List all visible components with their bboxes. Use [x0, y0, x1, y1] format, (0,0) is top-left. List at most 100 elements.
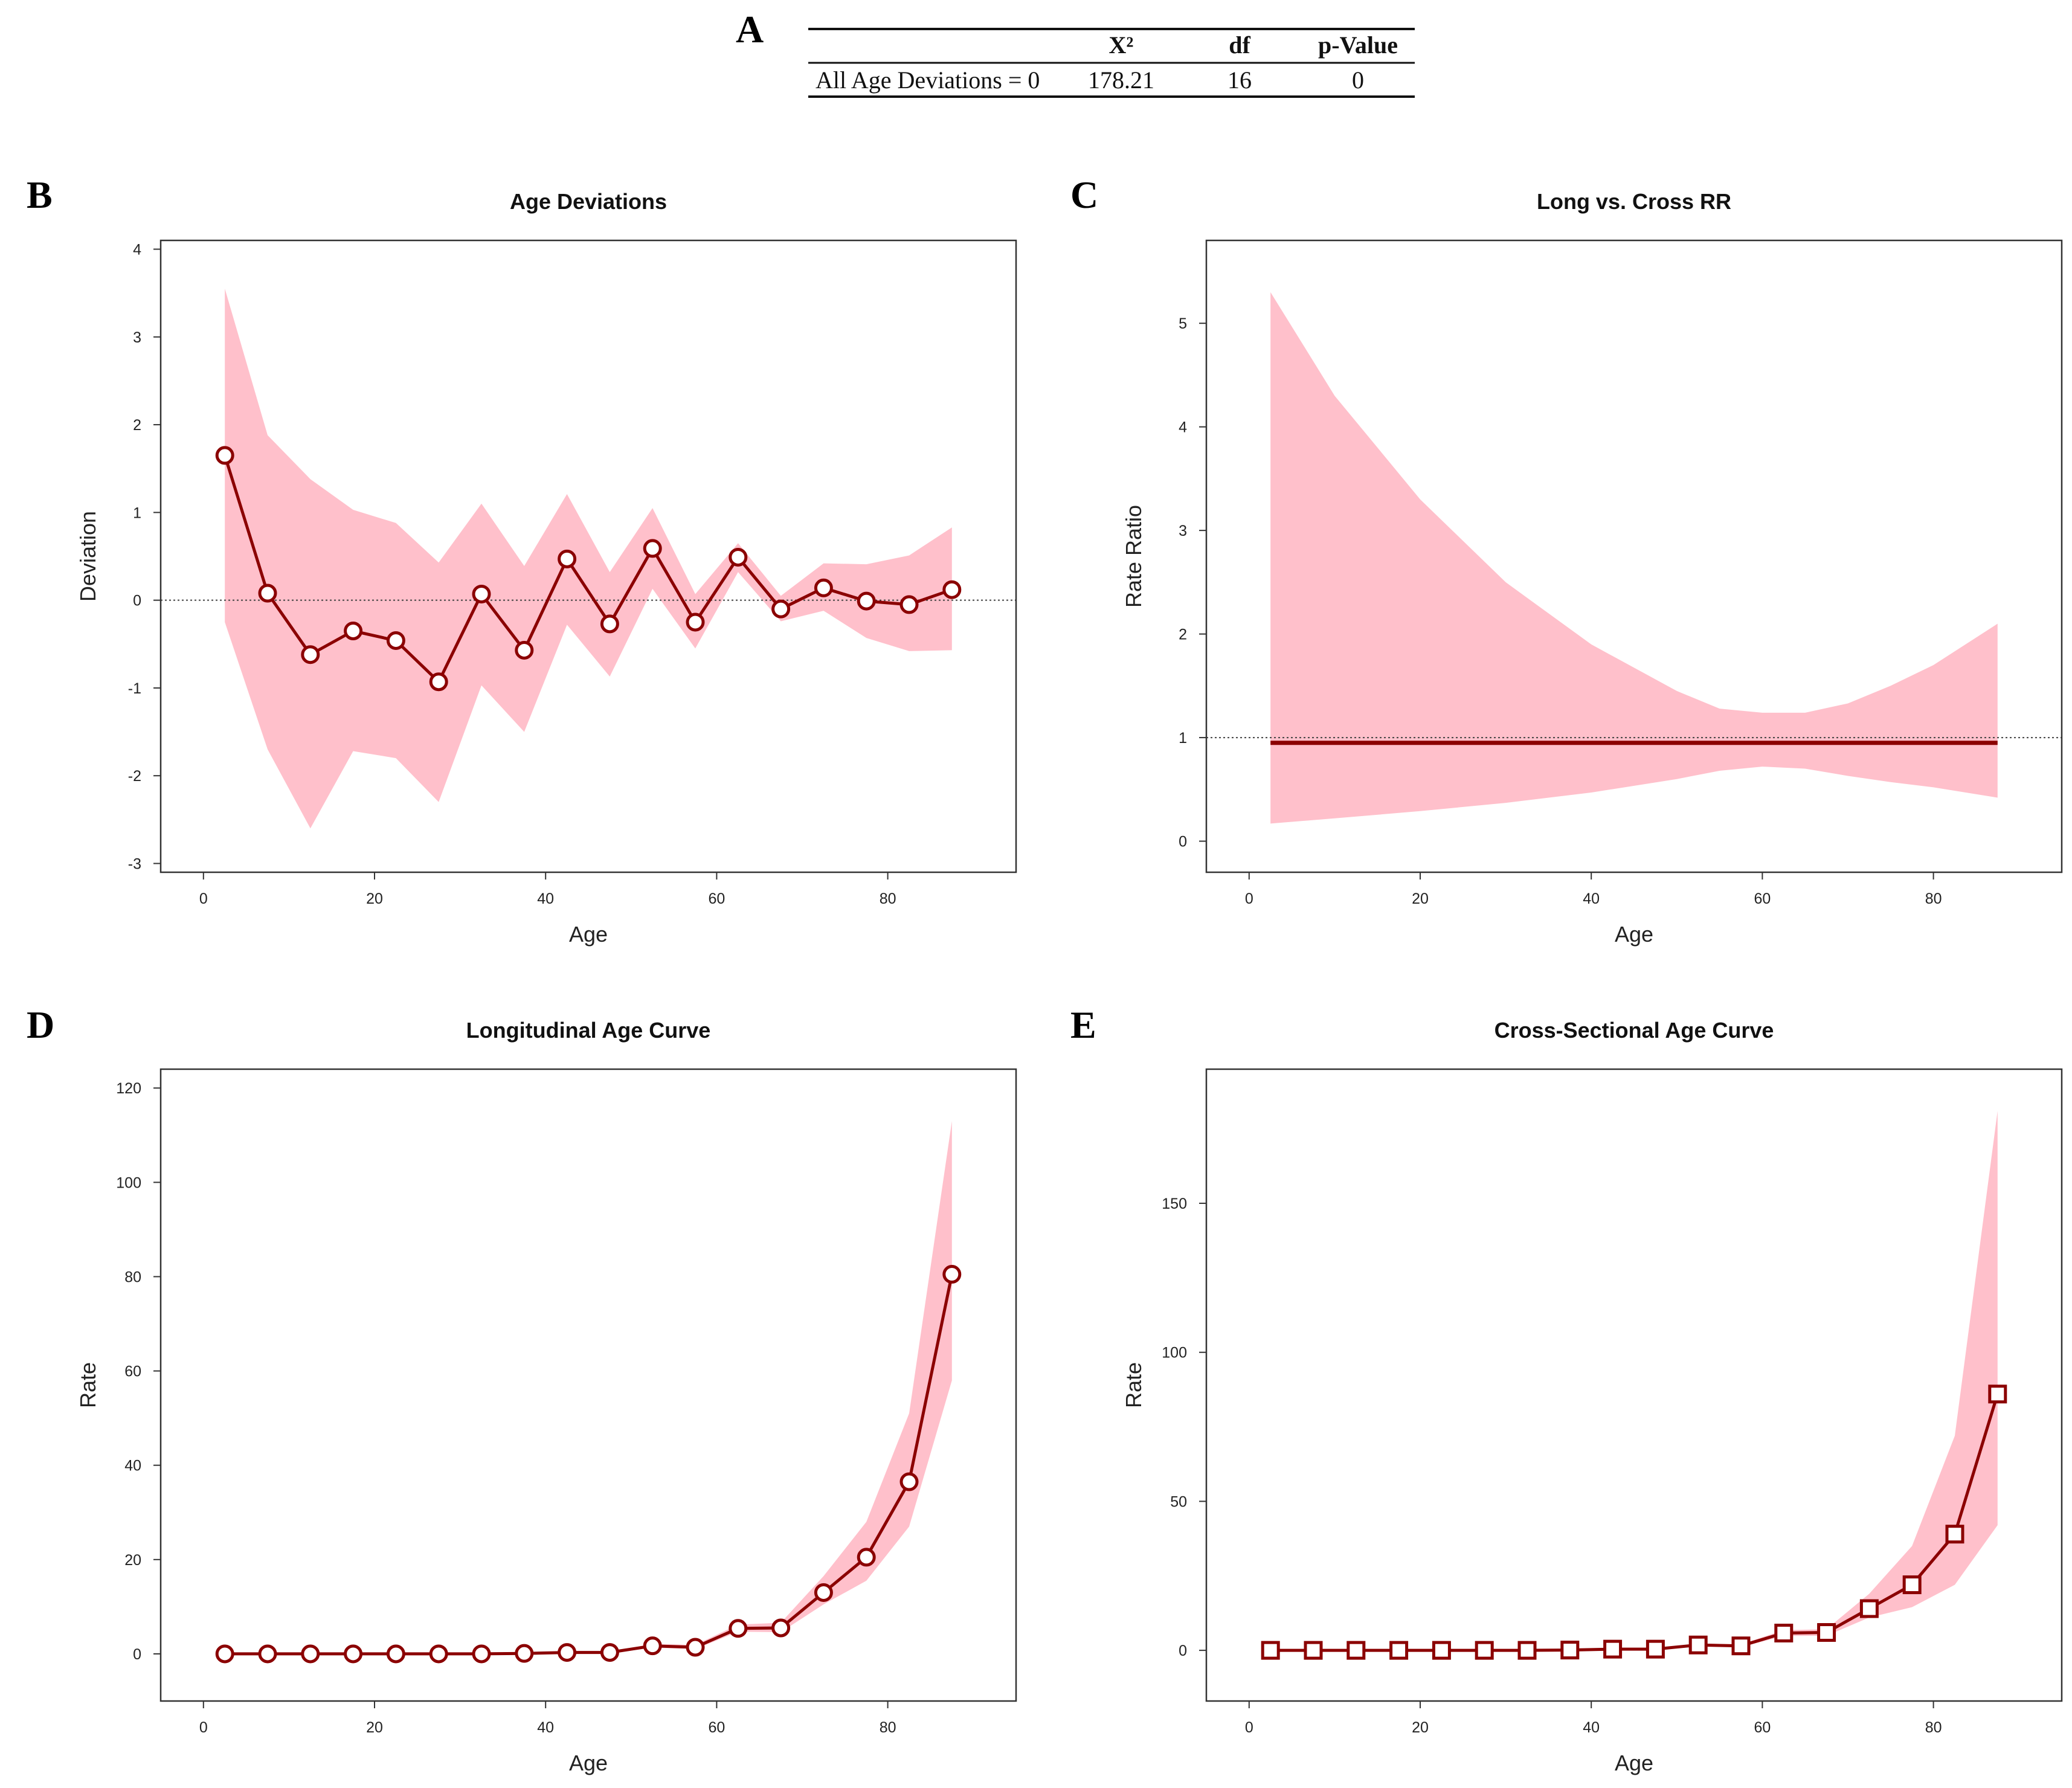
data-point [643, 539, 662, 558]
y-tick-label: 100 [1162, 1345, 1187, 1362]
data-point [1517, 1641, 1537, 1660]
x-axis-label: Age [1615, 922, 1653, 947]
data-point [429, 1644, 448, 1664]
y-tick-label: 5 [1179, 315, 1187, 332]
data-point [1304, 1641, 1323, 1660]
x-tick-label: 60 [1754, 890, 1771, 907]
y-tick-label: 120 [116, 1080, 141, 1097]
table-header-chi-sq: X² [1109, 31, 1134, 59]
x-tick-label: 60 [1754, 1719, 1771, 1736]
y-tick-label: 50 [1170, 1493, 1187, 1510]
x-tick-label: 40 [1583, 890, 1600, 907]
confidence-band [225, 288, 952, 829]
data-point [472, 1644, 491, 1664]
y-tick-label: 0 [133, 1646, 141, 1663]
y-axis-label: Rate [76, 1362, 100, 1408]
y-tick-label: 0 [1179, 1642, 1187, 1659]
x-tick-label: 20 [1412, 1719, 1429, 1736]
data-point [1988, 1384, 2007, 1404]
data-point [942, 1265, 962, 1284]
panel-letter-a: A [736, 8, 764, 51]
data-point [1346, 1641, 1366, 1660]
plot-frame [1205, 239, 2063, 873]
chart-cross-sectional-age-curve: Cross-Sectional Age Curve 0 20 40 60 80 0 50 100… [1121, 1018, 2063, 1775]
data-point [1774, 1624, 1794, 1643]
chart-longitudinal-age-curve: Longitudinal Age Curve 0 20 40 60 80 0 20 40 60 80… [76, 1018, 1017, 1775]
y-tick-label: -1 [128, 680, 141, 697]
data-point [814, 1583, 833, 1602]
table-cell-chi-sq: 178.21 [1088, 66, 1154, 94]
y-tick-label: 3 [133, 329, 141, 346]
x-tick-label: 80 [1925, 890, 1942, 907]
data-point [215, 446, 234, 465]
data-point [301, 645, 320, 664]
x-tick-label: 40 [537, 1719, 554, 1736]
data-point [558, 549, 577, 568]
y-tick-label: 0 [1179, 834, 1187, 851]
data-point [643, 1636, 662, 1656]
data-point [729, 1619, 748, 1638]
x-tick-label: 20 [366, 1719, 383, 1736]
y-tick-label: 40 [124, 1458, 141, 1474]
series-line [225, 1274, 954, 1656]
plot-frame [1205, 1068, 2063, 1702]
confidence-band [225, 1121, 952, 1654]
data-point [1902, 1575, 1922, 1595]
y-tick-label: 3 [1179, 523, 1187, 539]
y-axis-label: Rate Ratio [1121, 505, 1146, 608]
x-tick-label: 0 [1245, 890, 1253, 907]
data-point [344, 1644, 363, 1664]
y-tick-label: 60 [124, 1363, 141, 1380]
data-point [600, 1643, 619, 1662]
x-axis-label: Age [569, 922, 608, 947]
x-tick-label: 60 [708, 890, 725, 907]
data-point [1646, 1639, 1665, 1659]
x-tick-label: 80 [1925, 1719, 1942, 1736]
x-tick-label: 80 [880, 1719, 896, 1736]
table-row-label: All Age Deviations = 0 [816, 66, 1040, 94]
x-tick-label: 40 [1583, 1719, 1600, 1736]
y-tick-label: 80 [124, 1269, 141, 1285]
y-axis-label: Rate [1121, 1362, 1146, 1408]
data-point [1859, 1599, 1879, 1618]
table-cell-df: 16 [1227, 66, 1252, 94]
data-point [215, 1644, 234, 1664]
y-tick-label: 4 [1179, 419, 1187, 436]
data-point [600, 614, 619, 634]
y-tick-label: 1 [1179, 730, 1187, 747]
chart-title: Long vs. Cross RR [1537, 189, 1731, 214]
x-tick-label: 0 [1245, 1719, 1253, 1736]
table-header-df: df [1229, 31, 1250, 59]
panel-letter-b: B [27, 173, 53, 216]
x-tick-label: 0 [199, 1719, 208, 1736]
data-point [942, 580, 962, 599]
x-tick-label: 20 [1412, 890, 1429, 907]
confidence-band [1270, 292, 1998, 824]
chart-title: Longitudinal Age Curve [466, 1018, 711, 1043]
table-cell-p-value: 0 [1352, 66, 1364, 94]
data-point [1945, 1525, 1964, 1544]
y-axis-label: Deviation [76, 511, 100, 602]
data-point [899, 1472, 919, 1491]
data-point [515, 640, 534, 660]
data-point [1817, 1623, 1836, 1642]
y-tick-label: 2 [133, 417, 141, 434]
data-point [258, 584, 277, 603]
data-point [686, 1638, 705, 1657]
data-point [344, 621, 363, 640]
data-point [686, 613, 705, 632]
data-point [1603, 1639, 1623, 1659]
data-point [558, 1643, 577, 1662]
plot-frame [159, 1068, 1017, 1702]
data-point [1261, 1641, 1280, 1660]
data-point [1389, 1641, 1409, 1660]
data-point [729, 547, 748, 567]
confidence-band [1270, 1111, 1998, 1651]
data-point [258, 1644, 277, 1664]
panel-letter-d: D [27, 1003, 54, 1046]
data-point [472, 584, 491, 603]
x-tick-label: 20 [366, 890, 383, 907]
panel-letter-e: E [1070, 1003, 1096, 1046]
y-tick-label: 4 [133, 242, 141, 259]
